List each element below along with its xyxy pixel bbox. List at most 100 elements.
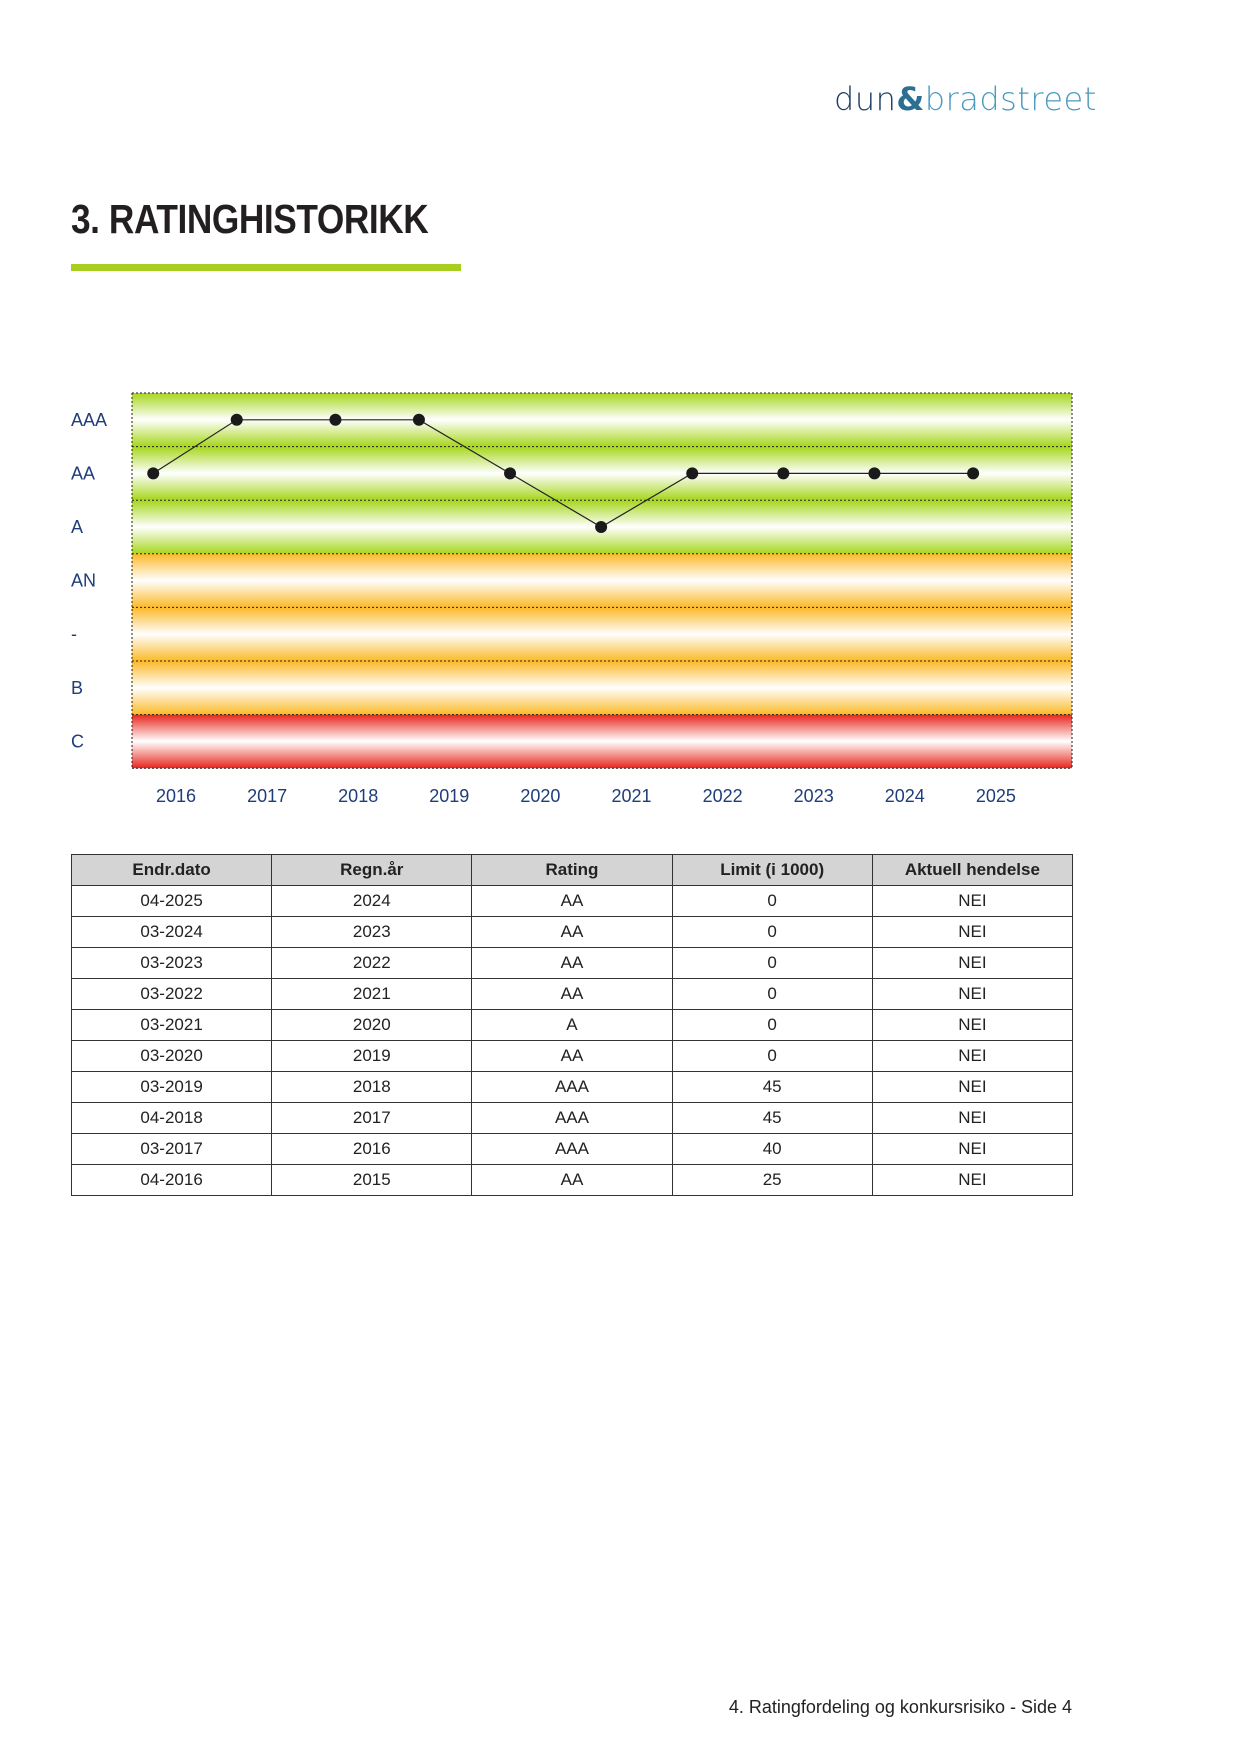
table-cell: 03-2023 [70,947,273,979]
table-cell: NEI [871,1040,1074,1072]
table-row: 03-2024 2023 AA 0 NEI [70,916,1074,948]
data-point [329,413,342,426]
table-header-row: Endr.dato Regn.år Rating Limit (i 1000) Aktu… [70,854,1074,886]
data-point [967,467,980,480]
x-tick-label: 2021 [611,786,651,806]
data-point [777,467,790,480]
table-cell: 0 [671,1040,873,1072]
table-row: 03-2023 2022 AA 0 NEI [70,947,1074,979]
x-tick-label: 2020 [520,786,560,806]
table-cell: 45 [671,1071,873,1103]
x-tick-label: 2024 [885,786,925,806]
table-cell: NEI [871,947,1074,979]
table-cell: NEI [871,1133,1074,1165]
table-cell: 2019 [271,1040,473,1072]
table-cell: A [471,1009,673,1041]
table-row: 04-2018 2017 AAA 45 NEI [70,1102,1074,1134]
table-row: 03-2020 2019 AA 0 NEI [70,1040,1074,1072]
table-row: 03-2021 2020 A 0 NEI [70,1009,1074,1041]
table-cell: 2016 [271,1133,473,1165]
table-cell: 2015 [271,1164,473,1196]
table-cell: 03-2017 [70,1133,273,1165]
title-underline [71,264,461,271]
data-point [147,467,160,480]
x-tick-label: 2018 [338,786,378,806]
table-cell: NEI [871,1009,1074,1041]
table-row: 03-2017 2016 AAA 40 NEI [70,1133,1074,1165]
x-tick-label: 2023 [794,786,834,806]
x-tick-label: 2025 [976,786,1016,806]
x-tick-label: 2016 [156,786,196,806]
y-tick-label: AN [71,571,96,591]
table-cell: AAA [471,1133,673,1165]
table-cell: AA [471,885,673,917]
page-footer: 4. Ratingfordeling og konkursrisiko - Si… [728,1697,1072,1717]
table-cell: 04-2016 [70,1164,273,1196]
table-row: 04-2025 2024 AA 0 NEI [70,885,1074,917]
data-point [868,467,881,480]
y-tick-label: AAA [71,410,107,430]
table-cell: AAA [471,1102,673,1134]
rating-band-an [132,553,1072,608]
logo-ampersand: & [896,80,925,118]
table-cell: 2024 [271,885,473,917]
dun-bradstreet-logo: dun&bradstreet [834,80,1097,118]
table-cell: NEI [871,885,1074,917]
table-cell: AA [471,1040,673,1072]
data-point [412,413,425,426]
table-cell: NEI [871,1071,1074,1103]
y-tick-label: AA [71,463,95,483]
y-tick-label: - [71,624,77,644]
table-cell: 2021 [271,978,473,1010]
y-tick-label: A [71,517,83,537]
table-cell: 04-2025 [70,885,273,917]
table-cell: 2018 [271,1071,473,1103]
table-cell: NEI [871,916,1074,948]
table-cell: 03-2019 [70,1071,273,1103]
table-cell: 25 [671,1164,873,1196]
table-cell: AAA [471,1071,673,1103]
table-cell: 0 [671,916,873,948]
table-cell: 2022 [271,947,473,979]
table-cell: 2020 [271,1009,473,1041]
rating-band-dash [132,607,1072,661]
table-cell: AA [471,1164,673,1196]
table-cell: 0 [671,885,873,917]
data-point [504,467,517,480]
rating-line [152,419,974,528]
data-point [595,521,608,533]
column-header: Limit (i 1000) [671,854,873,886]
table-cell: 0 [671,947,873,979]
table-cell: 40 [671,1133,873,1165]
table-cell: AA [471,916,673,948]
column-header: Endr.dato [70,854,273,886]
x-tick-label: 2017 [247,786,287,806]
data-point [230,413,243,426]
table-cell: 2017 [271,1102,473,1134]
table-cell: 0 [671,978,873,1010]
rating-band-c [132,714,1072,769]
table-cell: 03-2020 [70,1040,273,1072]
table-cell: 04-2018 [70,1102,273,1134]
x-tick-label: 2019 [429,786,469,806]
table-row: 03-2022 2021 AA 0 NEI [70,978,1074,1010]
rating-band-b [132,661,1072,715]
rating-history-table: Endr.dato Regn.år Rating Limit (i 1000) Aktu… [70,854,1074,1196]
page-title: 3. RATINGHISTORIKK [71,196,429,242]
x-tick-label: 2022 [703,786,743,806]
table-cell: NEI [871,978,1074,1010]
y-tick-label: B [71,678,83,698]
table-cell: 2023 [271,916,473,948]
table-row: 03-2019 2018 AAA 45 NEI [70,1071,1074,1103]
table-cell: AA [471,978,673,1010]
table-cell: 03-2022 [70,978,273,1010]
table-cell: NEI [871,1164,1074,1196]
data-point [686,467,699,480]
logo-dun: dun [834,80,897,118]
table-cell: 45 [671,1102,873,1134]
table-cell: AA [471,947,673,979]
column-header: Regn.år [271,854,473,886]
column-header: Rating [471,854,673,886]
logo-bradstreet: bradstreet [924,80,1097,118]
